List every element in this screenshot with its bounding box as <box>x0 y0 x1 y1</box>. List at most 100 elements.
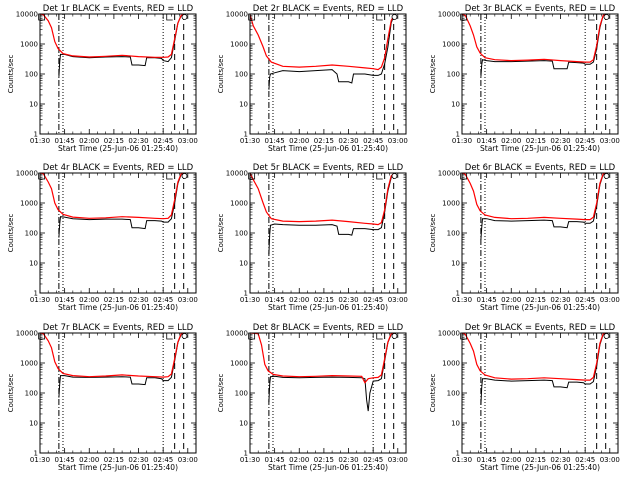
y-tick-label: 1 <box>244 131 248 139</box>
x-axis-label: Start Time (25-Jun-06 01:25:40) <box>480 303 600 312</box>
x-tick-label: 02:45 <box>363 296 383 304</box>
x-tick-label: 01:30 <box>240 456 260 464</box>
events-series-line <box>58 332 185 398</box>
x-tick-label: 01:30 <box>240 296 260 304</box>
panel-det-9: Det 9r BLACK = Events, RED = LLD 1 10 100 10… <box>429 323 620 472</box>
x-tick-label: 02:15 <box>526 296 546 304</box>
x-tick-label: 02:45 <box>575 137 595 145</box>
panel-title: Det 7r BLACK = Events, RED = LLD <box>43 323 194 333</box>
x-axis-label: Start Time (25-Jun-06 01:25:40) <box>268 463 388 472</box>
events-series-line <box>480 172 607 240</box>
x-tick-label: 02:30 <box>338 296 358 304</box>
y-axis-label: Counts/sec <box>217 374 225 413</box>
y-tick-label: 1 <box>244 290 248 298</box>
x-tick-label: 03:00 <box>178 456 198 464</box>
x-tick-label: 01:45 <box>477 456 497 464</box>
x-tick-label: 02:30 <box>550 137 570 145</box>
marker-symbol-E <box>376 333 383 340</box>
events-series-line <box>480 332 607 405</box>
x-tick-label: 02:15 <box>314 456 334 464</box>
x-tick-label: 01:45 <box>477 296 497 304</box>
x-tick-label: 03:00 <box>600 137 620 145</box>
marker-symbol-O <box>391 173 398 179</box>
x-tick-label: 02:30 <box>128 456 148 464</box>
y-tick-label: 1 <box>456 290 460 298</box>
events-series-line <box>268 332 395 412</box>
y-axis-label: Counts/sec <box>217 55 225 94</box>
y-axis-label: Counts/sec <box>217 214 225 253</box>
x-tick-label: 02:45 <box>363 456 383 464</box>
x-tick-label: 02:15 <box>104 456 124 464</box>
panel-title: Det 6r BLACK = Events, RED = LLD <box>465 163 616 173</box>
y-tick-label: 1000 <box>442 41 460 49</box>
marker-symbol-E <box>588 333 595 340</box>
x-tick-label: 02:00 <box>79 296 99 304</box>
x-tick-label: 02:00 <box>79 137 99 145</box>
x-tick-label: 03:00 <box>388 456 408 464</box>
x-tick-label: 01:45 <box>55 456 75 464</box>
y-tick-label: 1 <box>34 290 38 298</box>
y-tick-label: 10 <box>451 101 460 109</box>
y-tick-label: 1 <box>244 450 248 458</box>
events-series-line <box>268 172 395 255</box>
marker-symbol-O <box>603 333 610 339</box>
marker-symbol-E <box>376 14 383 21</box>
marker-symbol-E <box>166 173 173 180</box>
x-tick-label: 02:45 <box>575 296 595 304</box>
x-axis-label: Start Time (25-Jun-06 01:25:40) <box>480 463 600 472</box>
y-tick-label: 10 <box>29 101 38 109</box>
y-axis-label: Counts/sec <box>429 55 437 94</box>
y-axis-label: Counts/sec <box>429 214 437 253</box>
y-tick-label: 10 <box>239 260 248 268</box>
y-tick-label: 100 <box>447 230 460 238</box>
y-tick-label: 1000 <box>20 360 38 368</box>
x-tick-label: 01:45 <box>265 137 285 145</box>
panel-det-5: Det 5r BLACK = Events, RED = LLD 1 10 100 10… <box>217 163 408 312</box>
y-tick-label: 10000 <box>438 170 460 178</box>
y-tick-label: 100 <box>447 390 460 398</box>
x-tick-label: 02:00 <box>289 456 309 464</box>
x-tick-label: 02:00 <box>289 137 309 145</box>
y-tick-label: 10000 <box>16 330 38 338</box>
x-tick-label: 02:15 <box>314 296 334 304</box>
x-tick-label: 02:45 <box>153 456 173 464</box>
panel-title: Det 9r BLACK = Events, RED = LLD <box>465 323 616 333</box>
x-axis-label: Start Time (25-Jun-06 01:25:40) <box>480 144 600 153</box>
x-tick-label: 01:45 <box>265 456 285 464</box>
x-axis-label: Start Time (25-Jun-06 01:25:40) <box>58 463 178 472</box>
x-tick-label: 02:30 <box>128 137 148 145</box>
panel-title: Det 5r BLACK = Events, RED = LLD <box>253 163 404 173</box>
y-tick-label: 100 <box>25 390 38 398</box>
y-tick-label: 10000 <box>16 170 38 178</box>
marker-symbol-E <box>376 173 383 180</box>
lld-series-line <box>249 172 395 226</box>
x-tick-label: 02:30 <box>128 296 148 304</box>
x-tick-label: 02:30 <box>338 137 358 145</box>
y-tick-label: 10000 <box>226 170 248 178</box>
lld-series-line <box>461 13 607 63</box>
x-tick-label: 02:15 <box>526 137 546 145</box>
x-tick-label: 03:00 <box>388 137 408 145</box>
x-tick-label: 02:00 <box>501 296 521 304</box>
x-tick-label: 03:00 <box>178 296 198 304</box>
x-tick-label: 03:00 <box>600 456 620 464</box>
marker-symbol-O <box>391 333 398 339</box>
x-tick-label: 01:30 <box>30 456 50 464</box>
y-tick-label: 10 <box>239 420 248 428</box>
events-series-line <box>268 13 395 90</box>
lld-series-line <box>39 13 185 58</box>
x-tick-label: 02:00 <box>501 137 521 145</box>
x-tick-label: 01:30 <box>452 296 472 304</box>
x-axis-label: Start Time (25-Jun-06 01:25:40) <box>268 303 388 312</box>
marker-symbol-O <box>603 14 610 20</box>
x-tick-label: 02:00 <box>289 296 309 304</box>
y-tick-label: 1000 <box>20 200 38 208</box>
y-tick-label: 10 <box>239 101 248 109</box>
lld-series-line <box>249 332 395 384</box>
panel-title: Det 3r BLACK = Events, RED = LLD <box>465 4 616 14</box>
x-tick-label: 01:30 <box>30 137 50 145</box>
events-series-line <box>480 13 607 77</box>
x-axis-label: Start Time (25-Jun-06 01:25:40) <box>268 144 388 153</box>
